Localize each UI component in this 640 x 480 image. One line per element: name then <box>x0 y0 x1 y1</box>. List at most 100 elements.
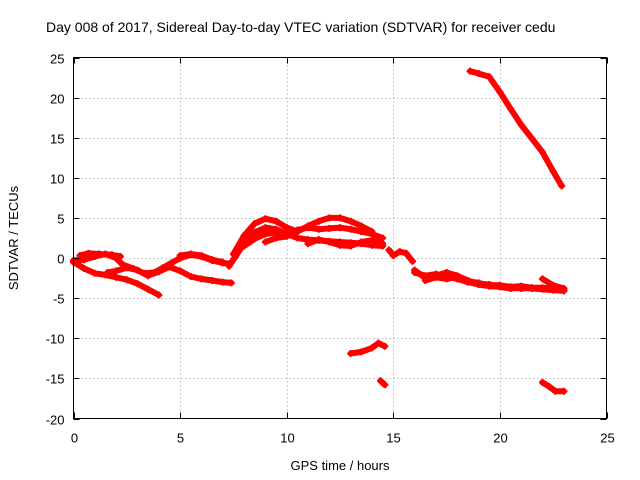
data-point <box>381 381 389 389</box>
data-point <box>261 215 269 223</box>
data-point <box>357 348 365 356</box>
data-point <box>208 277 216 284</box>
data-point <box>144 285 152 293</box>
data-point <box>261 224 269 232</box>
data-point <box>347 225 355 233</box>
data-point <box>116 253 124 260</box>
data-point <box>377 377 384 385</box>
data-point <box>225 262 233 270</box>
data-point <box>227 279 235 287</box>
data-point <box>155 291 163 299</box>
y-axis-label: SDTVAR / TECUs <box>6 185 21 290</box>
data-point <box>357 238 365 246</box>
x-tick-label: 15 <box>386 431 400 446</box>
data-point <box>315 225 323 233</box>
data-point <box>560 285 568 292</box>
data-point <box>507 105 515 113</box>
data-point <box>304 240 312 248</box>
data-point <box>385 246 393 254</box>
data-point <box>381 342 389 350</box>
data-point <box>134 266 141 274</box>
axis-ticks: 0 5 10 15 20 25 -20 -15 -10 -5 0 5 10 15 20 25 <box>46 52 615 446</box>
x-tick-label: 25 <box>600 431 614 446</box>
data-point <box>91 269 99 277</box>
data-point <box>347 242 355 250</box>
data-point <box>551 387 559 395</box>
data-point <box>187 250 195 258</box>
data-point <box>80 265 88 272</box>
data-point <box>528 284 536 292</box>
data-point <box>112 273 120 281</box>
data-point <box>272 217 280 225</box>
y-tick-label: 5 <box>57 212 64 227</box>
data-point <box>251 228 259 236</box>
data-point <box>95 250 103 258</box>
data-point <box>485 281 493 289</box>
x-tick-label: 10 <box>280 431 294 446</box>
data-point <box>411 269 419 276</box>
data-point <box>219 278 227 286</box>
data-point <box>432 273 440 281</box>
data-point <box>123 276 131 284</box>
y-tick-label: 25 <box>50 52 64 67</box>
y-tick-label: -10 <box>46 332 65 347</box>
data-point <box>402 249 410 257</box>
data-point <box>315 236 323 244</box>
y-tick-label: -5 <box>53 292 65 307</box>
data-point <box>197 252 205 260</box>
data-point <box>485 73 493 81</box>
data-point <box>496 88 504 96</box>
data-point <box>325 224 333 232</box>
data-point <box>261 230 269 238</box>
data-point <box>304 224 312 232</box>
data-point <box>528 135 536 142</box>
data-point <box>229 250 237 258</box>
data-point <box>251 235 259 243</box>
data-point <box>368 230 376 238</box>
data-point <box>396 248 404 256</box>
data-point <box>368 344 376 352</box>
data-point <box>293 226 301 234</box>
data-point <box>357 228 365 236</box>
data-point <box>517 121 525 129</box>
data-point <box>466 67 474 75</box>
data-point <box>347 350 355 357</box>
x-tick-label: 0 <box>71 431 78 446</box>
data-point <box>165 263 173 271</box>
data-point <box>176 252 184 260</box>
data-point <box>453 273 461 281</box>
data-point <box>560 387 568 395</box>
data-point <box>84 249 92 257</box>
y-tick-label: -20 <box>46 413 65 428</box>
data-point <box>219 258 227 266</box>
data-point <box>155 268 163 276</box>
data-point <box>336 224 344 232</box>
y-tick-label: -15 <box>46 372 65 387</box>
data-point <box>517 282 525 290</box>
y-tick-label: 15 <box>50 132 64 147</box>
data-point <box>108 251 116 259</box>
data-point <box>251 220 259 228</box>
y-tick-label: 0 <box>57 252 64 267</box>
data-point <box>496 281 504 289</box>
data-series <box>70 67 568 395</box>
y-tick-label: 20 <box>50 92 64 107</box>
data-point <box>475 279 483 287</box>
data-point <box>443 275 451 283</box>
data-point <box>283 232 291 240</box>
data-point <box>208 256 216 264</box>
chart-title: Day 008 of 2017, Sidereal Day-to-day VTE… <box>46 19 555 35</box>
data-point <box>325 238 333 246</box>
data-point <box>261 238 269 246</box>
data-point <box>187 273 195 280</box>
data-point <box>144 272 152 280</box>
data-point <box>421 277 429 284</box>
data-point <box>76 252 84 260</box>
data-point <box>240 232 248 240</box>
data-point <box>379 240 387 248</box>
x-tick-label: 20 <box>493 431 507 446</box>
data-point <box>240 242 248 250</box>
data-point <box>507 283 515 291</box>
x-tick-label: 5 <box>177 431 184 446</box>
data-point <box>539 148 546 156</box>
